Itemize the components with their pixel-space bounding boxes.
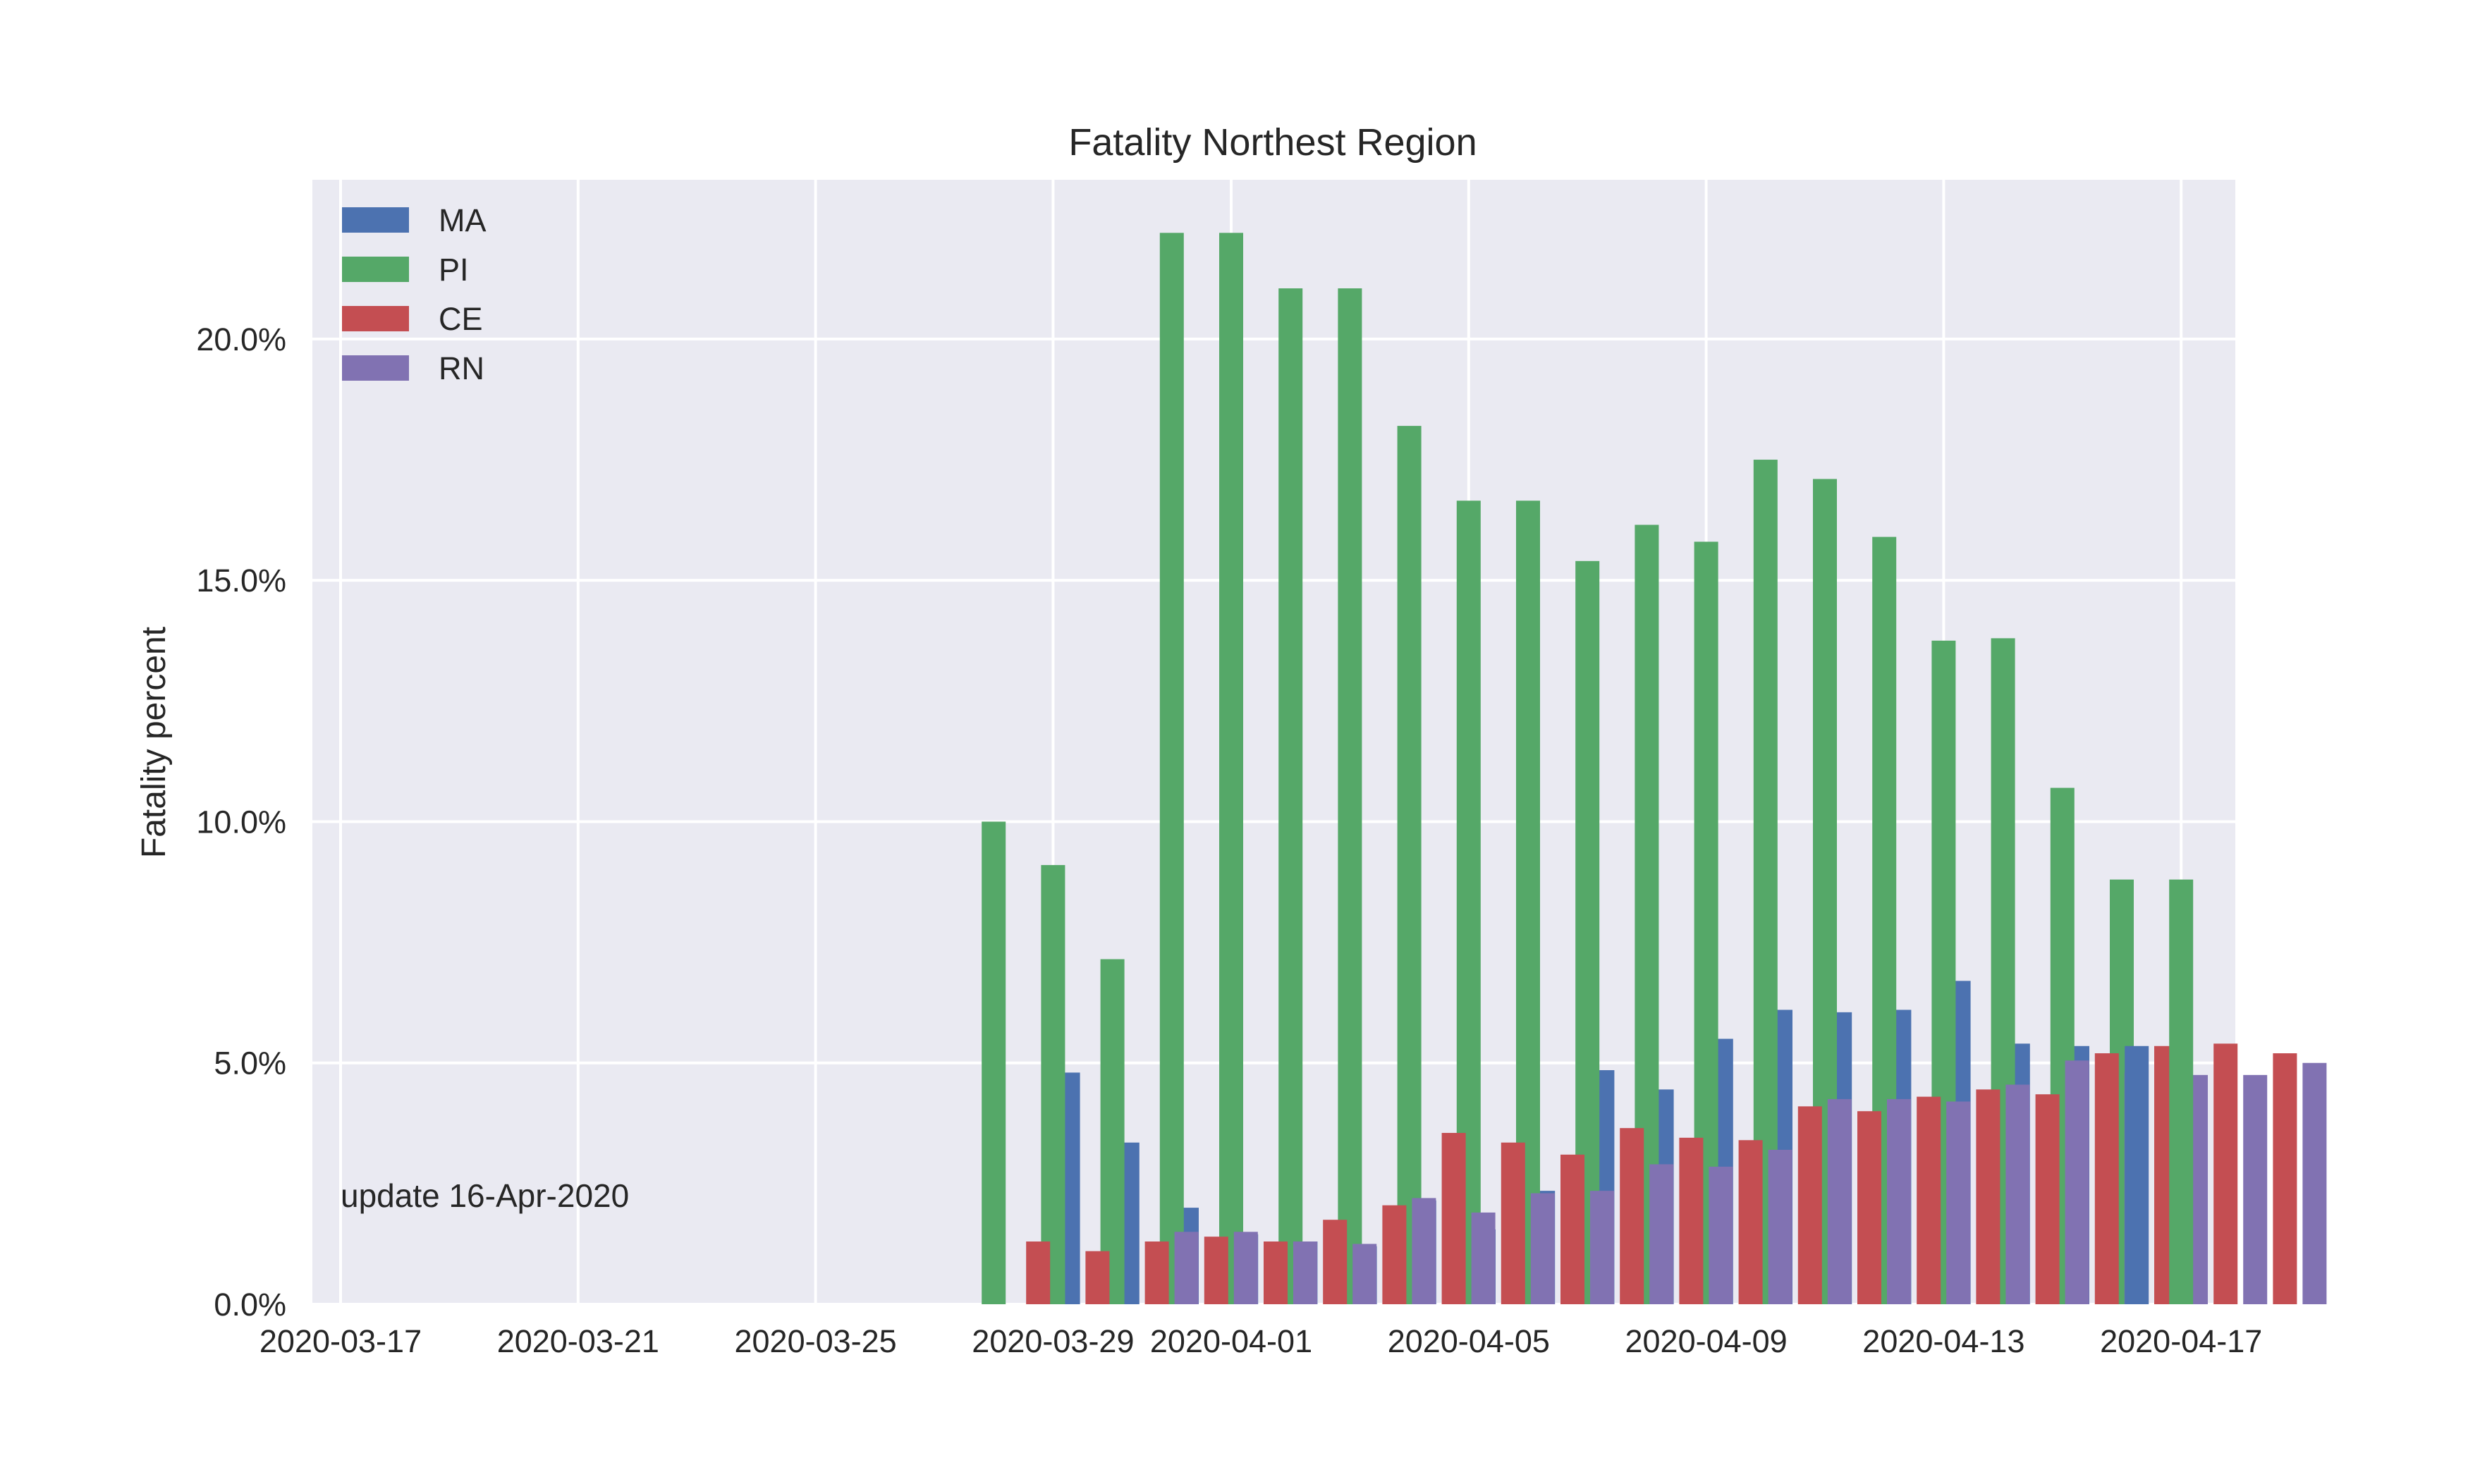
- bar-ce: [1620, 1128, 1644, 1304]
- bar-rn: [1352, 1244, 1377, 1304]
- legend-label: MA: [439, 202, 487, 238]
- bar-ce: [1085, 1251, 1110, 1304]
- y-tick-label: 0.0%: [214, 1287, 286, 1323]
- y-tick-label: 5.0%: [214, 1045, 286, 1081]
- bar-ce: [1857, 1111, 1881, 1304]
- legend-label: CE: [439, 301, 483, 337]
- x-tick-label: 2020-04-01: [1150, 1323, 1312, 1359]
- bar-pi: [1219, 233, 1243, 1304]
- legend-swatch: [342, 355, 409, 381]
- x-tick-label: 2020-04-17: [2100, 1323, 2262, 1359]
- bar-ce: [2094, 1053, 2119, 1304]
- bar-ce: [1501, 1142, 1525, 1304]
- x-tick-label: 2020-03-17: [259, 1323, 422, 1359]
- bar-pi: [1397, 426, 1422, 1305]
- bar-ce: [1976, 1089, 2000, 1304]
- bar-ce: [1264, 1241, 1288, 1304]
- y-tick-label: 15.0%: [196, 563, 286, 599]
- legend-swatch: [342, 257, 409, 282]
- bar-rn: [2243, 1074, 2268, 1304]
- bar-rn: [1293, 1241, 1317, 1304]
- bar-pi: [1338, 288, 1362, 1305]
- bar-pi: [1041, 865, 1065, 1304]
- bar-ce: [1917, 1096, 1941, 1304]
- bar-rn: [1768, 1149, 1792, 1304]
- bar-ce: [1144, 1241, 1169, 1304]
- bar-ce: [1026, 1241, 1051, 1304]
- bar-rn: [1709, 1166, 1733, 1304]
- bar-ce: [2273, 1053, 2297, 1304]
- bar-rn: [1412, 1198, 1436, 1304]
- bar-rn: [2065, 1060, 2089, 1304]
- bar-rn: [2302, 1062, 2327, 1304]
- bar-ce: [1738, 1140, 1763, 1304]
- x-tick-label: 2020-04-13: [1862, 1323, 2024, 1359]
- x-tick-label: 2020-03-29: [972, 1323, 1134, 1359]
- legend-label: RN: [439, 350, 484, 386]
- bar-ce: [2035, 1094, 2060, 1304]
- x-tick-label: 2020-04-09: [1625, 1323, 1788, 1359]
- update-annotation: update 16-Apr-2020: [341, 1177, 629, 1214]
- bar-rn: [1649, 1164, 1674, 1304]
- x-tick-label: 2020-04-05: [1388, 1323, 1550, 1359]
- y-tick-labels: 0.0% 5.0% 10.0% 15.0% 20.0%: [196, 321, 286, 1323]
- bar-ma: [2125, 1045, 2149, 1304]
- bar-ce: [1560, 1154, 1584, 1304]
- x-tick-labels: 2020-03-17 2020-03-21 2020-03-25 2020-03-29…: [259, 1323, 2262, 1359]
- bar-pi: [1278, 288, 1303, 1305]
- bar-ce: [1679, 1137, 1704, 1304]
- bar-pi: [1100, 959, 1125, 1304]
- bar-ce: [1382, 1205, 1407, 1304]
- bar-pi: [982, 821, 1006, 1304]
- legend: MA PI CE RN: [342, 202, 487, 386]
- bar-ce: [1441, 1132, 1466, 1304]
- bar-rn: [1530, 1193, 1555, 1304]
- bar-ce: [2213, 1043, 2238, 1304]
- bar-rn: [1174, 1232, 1199, 1304]
- bar-rn: [1887, 1099, 1911, 1304]
- bar-pi: [1159, 233, 1184, 1304]
- legend-swatch: [342, 207, 409, 233]
- y-tick-label: 20.0%: [196, 321, 286, 357]
- bar-rn: [1471, 1212, 1496, 1304]
- chart-title: Fatality Northest Region: [1068, 121, 1477, 164]
- plot-background: [312, 180, 2235, 1304]
- bar-group: [982, 233, 2327, 1305]
- bar-rn: [1590, 1191, 1614, 1304]
- y-axis-label: Fatality percent: [135, 627, 173, 858]
- y-tick-label: 10.0%: [196, 804, 286, 840]
- bar-ce: [1797, 1106, 1822, 1304]
- bar-ce: [1323, 1220, 1348, 1304]
- bar-pi: [2169, 879, 2194, 1304]
- bar-rn: [2005, 1084, 2030, 1304]
- bar-rn: [1946, 1101, 1971, 1304]
- x-tick-label: 2020-03-21: [497, 1323, 659, 1359]
- legend-label: PI: [439, 252, 469, 288]
- x-tick-label: 2020-03-25: [735, 1323, 897, 1359]
- bar-rn: [1233, 1232, 1258, 1304]
- bar-ce: [1204, 1237, 1228, 1304]
- legend-swatch: [342, 306, 409, 331]
- bar-rn: [1827, 1099, 1852, 1304]
